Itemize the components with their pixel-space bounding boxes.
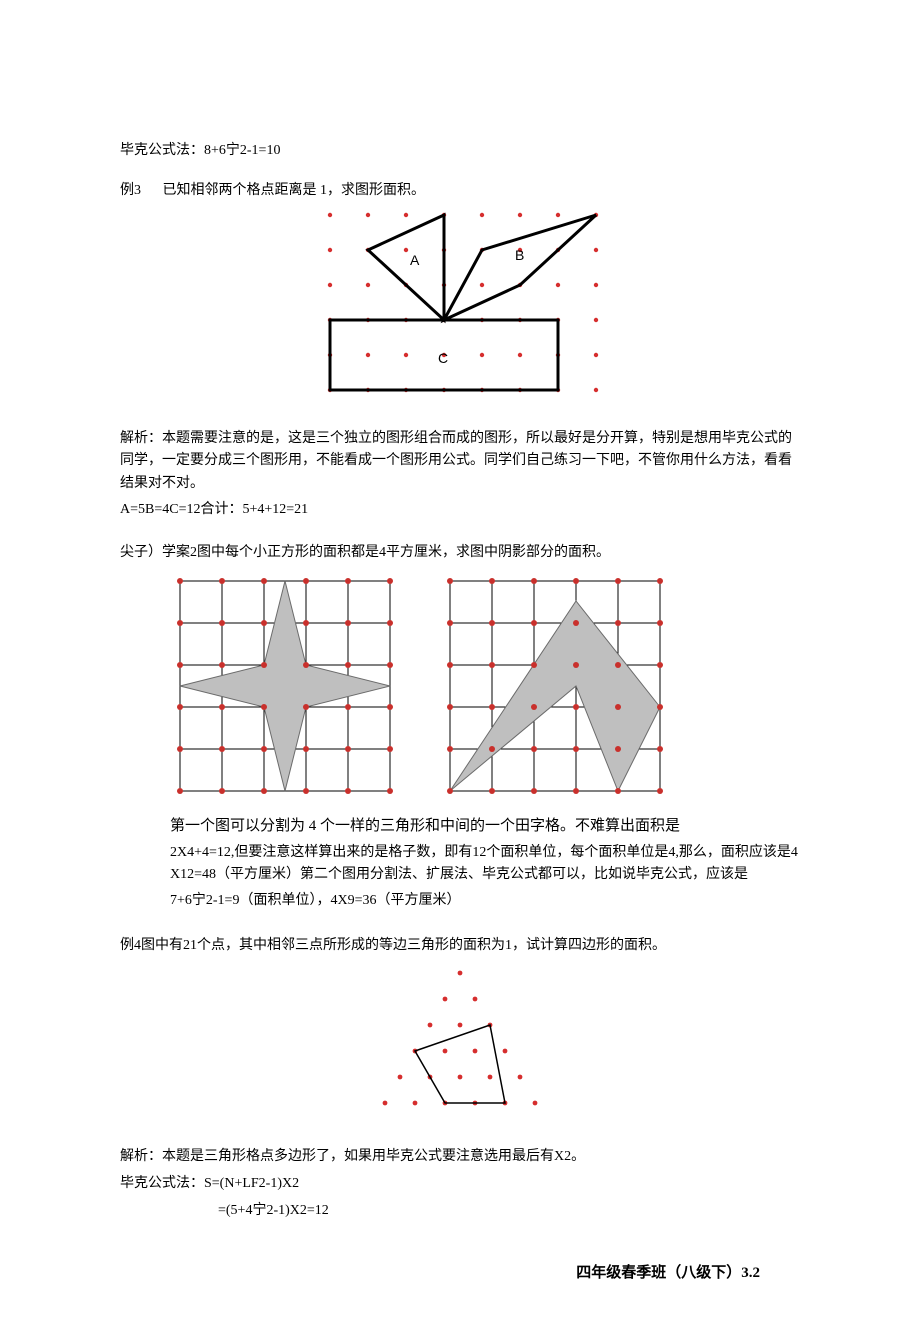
ex3-label-b: B	[515, 247, 524, 263]
ex3-analysis: 解析：本题需要注意的是，这是三个独立的图形组合而成的图形，所以最好是分开算，特别…	[120, 428, 800, 495]
ex4-formula2: =(5+4宁2-1)X2=12	[120, 1200, 800, 1221]
ex3-label-a: A	[410, 252, 420, 268]
jianzi-title: 尖子）学案2图中每个小正方形的面积都是4平方厘米，求图中阴影部分的面积。	[120, 542, 800, 564]
ex4-figure	[120, 963, 800, 1138]
ex3-figure: A B C	[120, 205, 800, 420]
top-formula: 毕克公式法：8+6宁2-1=10	[120, 140, 800, 161]
ex3-prompt: 已知相邻两个格点距离是 1，求图形面积。	[163, 183, 426, 198]
jianzi-caption-bold: 第一个图可以分割为 4 个一样的三角形和中间的一个田字格。不难算出面积是	[120, 814, 800, 838]
ex4-label: 例4	[120, 938, 141, 953]
ex4-analysis: 解析：本题是三角形格点多边形了，如果用毕克公式要注意选用最后有X2。	[120, 1146, 800, 1168]
ex4-heading: 例4图中有21个点，其中相邻三点所形成的等边三角形的面积为1，试计算四边形的面积…	[120, 935, 800, 957]
page-footer: 四年级春季班（八级下）3.2	[120, 1261, 800, 1282]
ex3-result: A=5B=4C=12合计：5+4+12=21	[120, 499, 800, 520]
ex3-heading: 例3 已知相邻两个格点距离是 1，求图形面积。	[120, 179, 800, 199]
ex4-formula1: 毕克公式法：S=(N+LF2-1)X2	[120, 1173, 800, 1194]
jianzi-figure	[120, 571, 800, 806]
jianzi-para1: 2X4+4=12,但要注意这样算出来的是格子数，即有12个面积单位，每个面积单位…	[120, 842, 800, 887]
ex4-prompt: 图中有21个点，其中相邻三点所形成的等边三角形的面积为1，试计算四边形的面积。	[141, 938, 666, 953]
ex3-label: 例3	[120, 183, 141, 198]
ex3-label-c: C	[438, 350, 448, 366]
jianzi-para2: 7+6宁2-1=9（面积单位），4X9=36（平方厘米）	[120, 890, 800, 912]
